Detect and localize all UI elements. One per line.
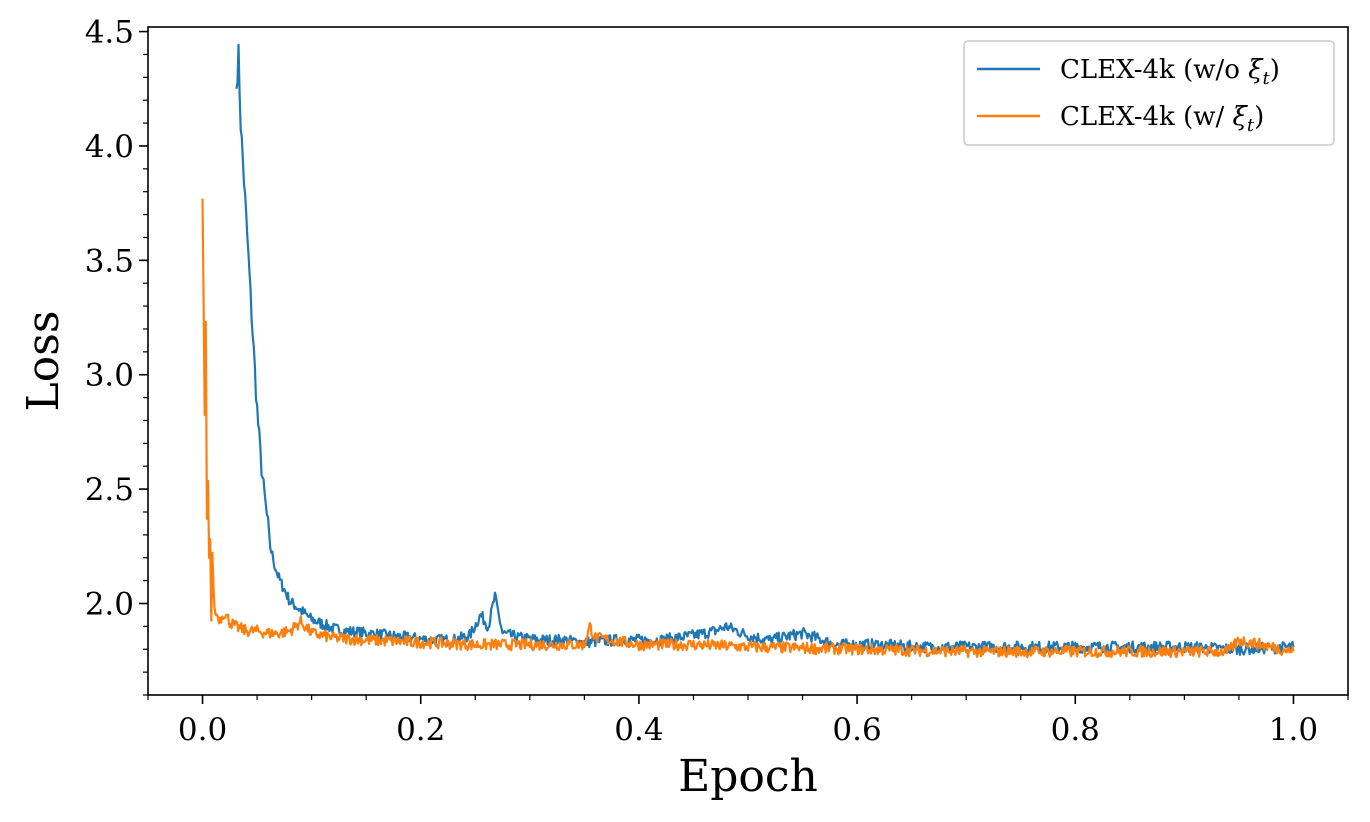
legend-label-with-xi-subscript: t (1247, 115, 1255, 136)
x-tick-label: 0.0 (178, 712, 227, 748)
legend-label-without-xi-subscript: t (1262, 68, 1270, 89)
y-tick-label: 4.5 (85, 15, 134, 51)
y-tick-label: 4.0 (85, 129, 134, 165)
y-tick-label: 2.5 (85, 472, 134, 508)
legend-label-without-xi-symbol: ξ (1248, 55, 1264, 85)
legend: CLEX-4k (w/o ξt) CLEX-4k (w/ ξt) (963, 40, 1335, 146)
x-tick-label: 0.4 (614, 712, 663, 748)
legend-label-with-xi-prefix: CLEX-4k (w/ (1060, 102, 1233, 132)
series-layer (201, 43, 1295, 659)
x-tick-label: 0.2 (396, 712, 445, 748)
x-axis-title: Epoch (678, 751, 818, 802)
y-axis-title: Loss (18, 311, 69, 412)
legend-label-without-xi-suffix: ) (1270, 55, 1280, 85)
y-tick-label: 3.0 (85, 358, 134, 394)
legend-label-without-xi: CLEX-4k (w/o ξt) (1060, 55, 1280, 89)
legend-label-with-xi: CLEX-4k (w/ ξt) (1060, 102, 1264, 136)
tick-layer: 0.0 0.2 0.4 0.6 0.8 1.0 2.0 2.5 3.0 3.5 4.0 4.5 (85, 15, 1349, 748)
y-tick-label: 3.5 (85, 243, 134, 279)
x-tick-label: 0.8 (1051, 712, 1100, 748)
legend-box (963, 40, 1335, 146)
legend-label-with-xi-suffix: ) (1254, 102, 1264, 132)
legend-label-with-xi-symbol: ξ (1233, 102, 1249, 132)
y-tick-label: 2.0 (85, 586, 134, 622)
x-tick-label: 1.0 (1269, 712, 1318, 748)
series-line-with-xi (201, 198, 1295, 659)
legend-label-without-xi-prefix: CLEX-4k (w/o (1060, 55, 1248, 85)
x-tick-label: 0.6 (832, 712, 881, 748)
